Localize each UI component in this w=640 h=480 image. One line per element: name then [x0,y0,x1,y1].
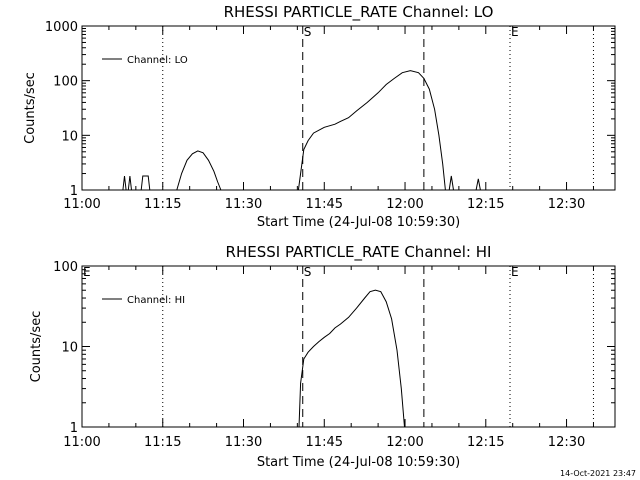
series-line [448,175,454,191]
time-marker-label: E [511,25,519,39]
x-tick-label: 11:00 [63,197,100,212]
series-line [122,175,127,191]
y-tick-label: 1 [70,421,78,436]
series-line [140,175,151,191]
y-tick-label: 100 [53,260,78,275]
plot-frame [81,25,616,191]
chart-title: RHESSI PARTICLE_RATE Channel: LO [224,3,494,22]
panel-lo: RHESSI PARTICLE_RATE Channel: LO 11:00 11:… [23,3,616,230]
time-marker-label: S [304,265,312,279]
time-marker-label: E [83,265,91,279]
x-tick-label: 12:15 [467,435,504,450]
series-line [127,175,132,191]
legend-entry: Channel: HI [127,295,185,306]
x-axis-label: Start Time (24-Jul-08 10:59:30) [257,215,460,230]
y-axis-label: Counts/sec [29,311,44,383]
plot-frame [81,265,616,428]
x-tick-label: 11:45 [306,435,343,450]
y-tick-label: 1000 [45,20,78,35]
x-tick-label: 12:00 [386,197,423,212]
x-tick-label: 11:30 [225,435,262,450]
time-marker-label: S [304,25,312,39]
x-tick-label: 12:30 [548,435,585,450]
legend-entry: Channel: LO [127,55,188,66]
y-tick-label: 100 [53,75,78,90]
y-tick-label: 1 [70,184,78,199]
x-axis-label: Start Time (24-Jul-08 10:59:30) [257,455,460,470]
series-line [176,150,222,191]
x-tick-label: 11:45 [306,197,343,212]
y-axis-label: Counts/sec [23,72,38,144]
panel-hi: RHESSI PARTICLE_RATE Channel: HI 11:00 11:… [29,243,616,470]
time-marker-label: E [511,265,519,279]
series-line [475,178,481,191]
x-tick-label: 11:15 [144,435,181,450]
footer-timestamp: 14-Oct-2021 23:47 [560,469,636,478]
y-tick-label: 10 [61,129,78,144]
x-tick-label: 11:15 [144,197,181,212]
x-tick-label: 12:30 [548,197,585,212]
series-line [298,289,405,428]
x-tick-label: 12:15 [467,197,504,212]
x-tick-label: 11:30 [225,197,262,212]
y-tick-label: 10 [61,341,78,356]
x-tick-label: 12:00 [386,435,423,450]
x-tick-label: 11:00 [63,435,100,450]
series-line [297,70,446,191]
chart-title: RHESSI PARTICLE_RATE Channel: HI [226,243,492,262]
